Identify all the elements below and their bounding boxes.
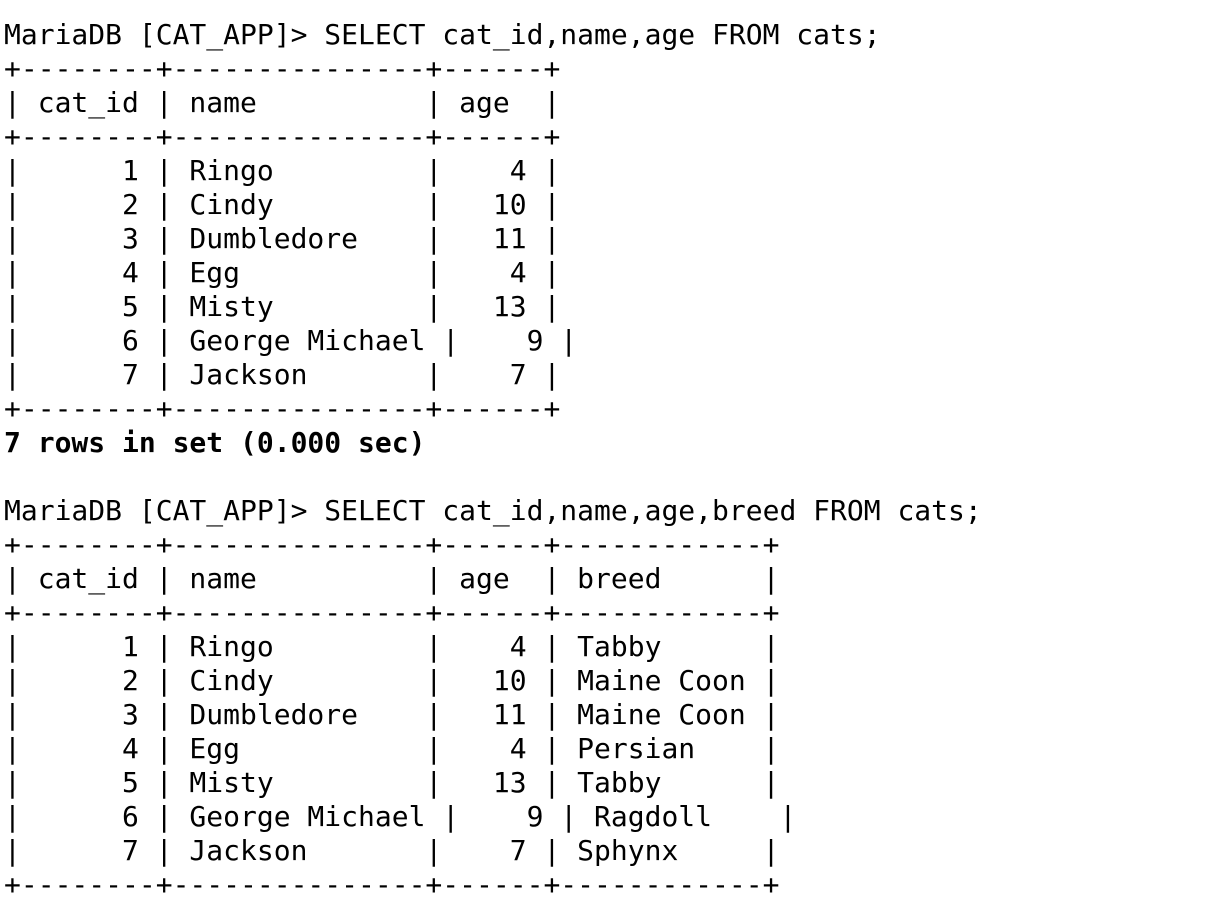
query1-row-3: | 3 | Dumbledore | 11 | (4, 222, 561, 255)
query2-border-mid: +--------+---------------+------+-------… (4, 596, 780, 629)
query2-row-7: | 7 | Jackson | 7 | Sphynx | (4, 834, 780, 867)
query1-border-mid: +--------+---------------+------+ (4, 120, 561, 153)
query2-row-1: | 1 | Ringo | 4 | Tabby | (4, 630, 780, 663)
terminal-output[interactable]: MariaDB [CAT_APP]> SELECT cat_id,name,ag… (4, 18, 1214, 902)
query2-border-top: +--------+---------------+------+-------… (4, 528, 780, 561)
query1-row-1: | 1 | Ringo | 4 | (4, 154, 561, 187)
query2-border-bottom: +--------+---------------+------+-------… (4, 868, 780, 901)
query2-row-2: | 2 | Cindy | 10 | Maine Coon | (4, 664, 780, 697)
query1-prompt: MariaDB [CAT_APP]> SELECT cat_id,name,ag… (4, 18, 881, 51)
query1-row-5: | 5 | Misty | 13 | (4, 290, 561, 323)
query2-row-6: | 6 | George Michael | 9 | Ragdoll | (4, 800, 797, 833)
query1-header: | cat_id | name | age | (4, 86, 561, 119)
query2-row-5: | 5 | Misty | 13 | Tabby | (4, 766, 780, 799)
query2-prompt: MariaDB [CAT_APP]> SELECT cat_id,name,ag… (4, 494, 982, 527)
query1-row-6: | 6 | George Michael | 9 | (4, 324, 578, 357)
query1-row-7: | 7 | Jackson | 7 | (4, 358, 561, 391)
query1-border-top: +--------+---------------+------+ (4, 52, 561, 85)
query1-border-bottom: +--------+---------------+------+ (4, 392, 561, 425)
query2-row-3: | 3 | Dumbledore | 11 | Maine Coon | (4, 698, 780, 731)
blank-line (4, 460, 1214, 494)
query2-row-4: | 4 | Egg | 4 | Persian | (4, 732, 780, 765)
query2-header: | cat_id | name | age | breed | (4, 562, 780, 595)
query1-row-4: | 4 | Egg | 4 | (4, 256, 561, 289)
query1-status: 7 rows in set (0.000 sec) (4, 426, 426, 459)
query1-row-2: | 2 | Cindy | 10 | (4, 188, 561, 221)
